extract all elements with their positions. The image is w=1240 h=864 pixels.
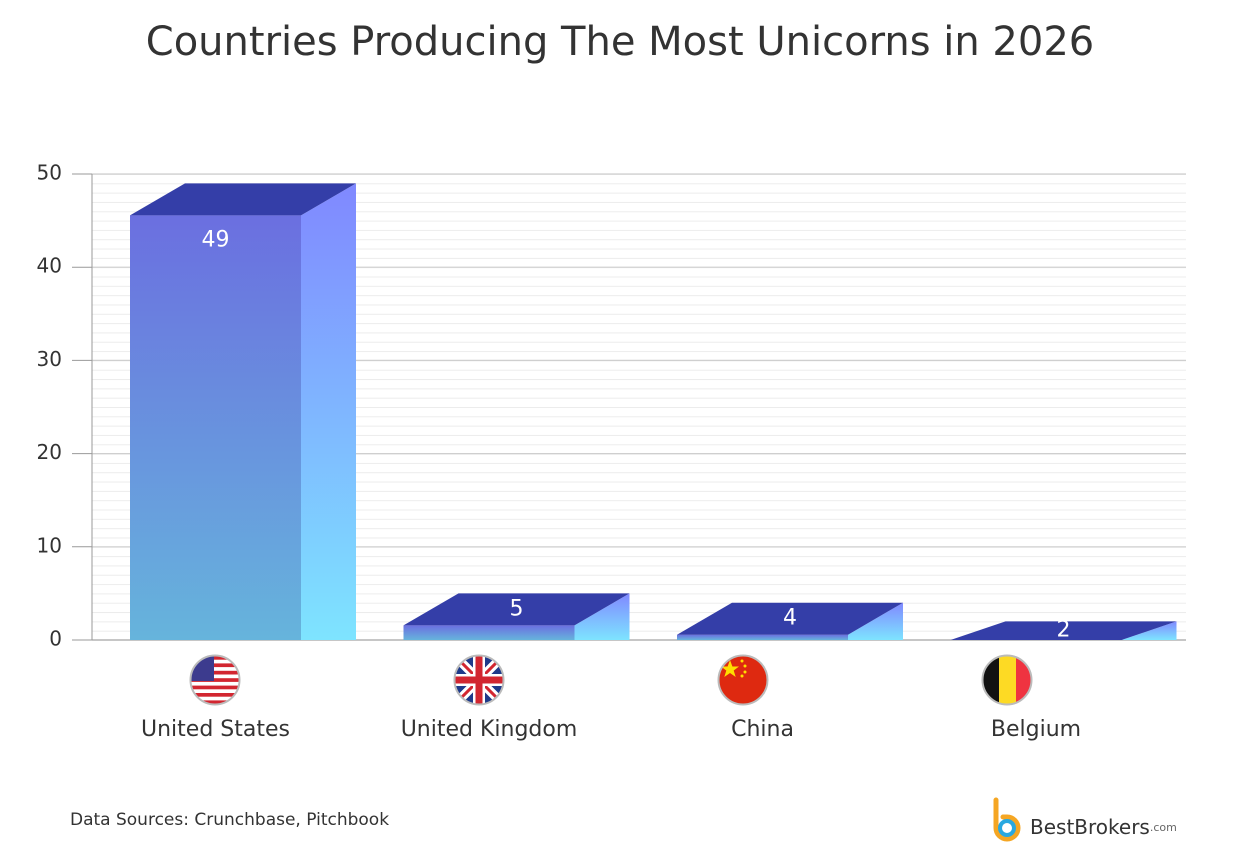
y-tick-label: 50 [37,161,62,185]
bar [403,593,630,640]
bar-top [677,602,903,635]
bar [130,183,356,640]
bar-top [130,183,356,216]
x-tick-label: United States [141,717,290,742]
source-note: Data Sources: Crunchbase, Pitchbook [70,810,389,830]
y-tick-label: 40 [37,254,62,278]
bar-top [403,593,630,626]
flag-cn [719,656,767,704]
y-tick-label: 0 [49,627,62,651]
bar-front [130,215,301,640]
bar-top [950,621,1177,640]
bar-front [677,634,848,640]
flag-ring [981,654,1033,706]
bar-side [574,593,630,640]
y-tick-label: 30 [37,347,62,371]
x-tick-label: China [731,717,794,742]
bar-side [848,602,903,640]
bar [677,602,903,640]
flag-ring [453,654,505,706]
x-tick-label: United Kingdom [401,717,578,742]
bar-side [301,183,356,640]
svg-text:BestBrokers.com: BestBrokers.com [1030,815,1177,839]
flag-us [191,656,239,704]
brand-logo: BestBrokers.com [993,797,1177,842]
chart-title: Countries Producing The Most Unicorns in… [146,19,1094,65]
brand-suffix: .com [1150,821,1177,834]
y-tick-label: 20 [37,440,62,464]
flag-ring [717,654,769,706]
value-label: 2 [1057,618,1071,643]
flag-ring [189,654,241,706]
y-tick-label: 10 [37,533,62,557]
bar [950,621,1177,640]
value-label: 4 [783,606,797,631]
brand-name: BestBrokers [1030,815,1150,839]
flag-be [983,656,1031,704]
value-label: 5 [510,596,524,621]
x-tick-label: Belgium [991,717,1081,742]
bar-front [403,625,575,640]
value-label: 49 [202,227,230,252]
